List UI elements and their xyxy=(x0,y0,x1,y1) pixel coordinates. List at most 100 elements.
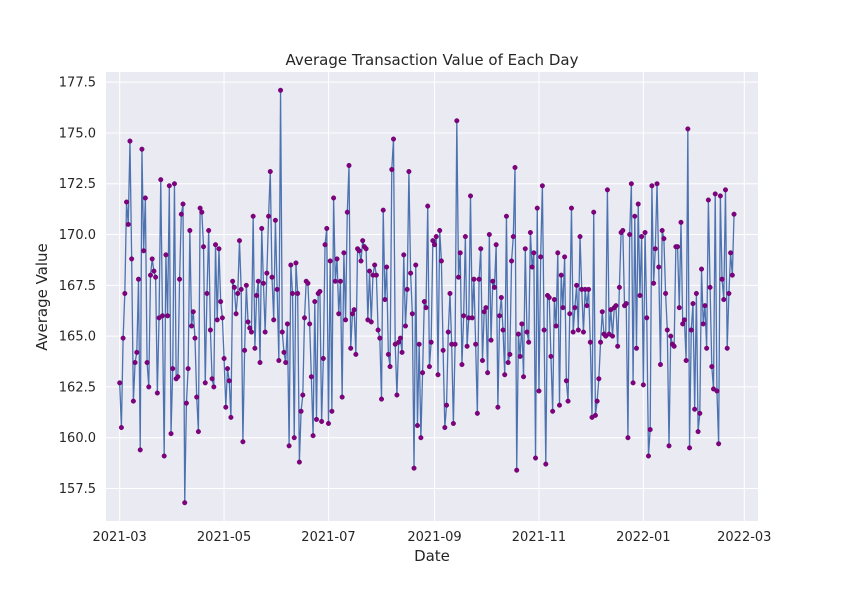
data-point xyxy=(500,327,506,333)
data-point xyxy=(291,435,297,441)
data-point xyxy=(344,209,350,215)
data-point xyxy=(363,246,369,252)
data-point xyxy=(226,378,232,384)
data-point xyxy=(187,227,193,233)
data-point xyxy=(418,435,424,441)
data-point xyxy=(224,366,230,372)
data-point xyxy=(587,339,593,345)
data-point xyxy=(688,327,694,333)
data-point xyxy=(452,341,458,347)
data-point xyxy=(346,162,352,168)
data-point xyxy=(488,337,494,343)
data-point xyxy=(189,323,195,329)
data-point xyxy=(517,353,523,359)
data-point xyxy=(421,299,427,305)
data-point xyxy=(577,234,583,240)
data-point xyxy=(260,280,266,286)
data-point xyxy=(146,384,152,390)
data-point xyxy=(221,355,227,361)
data-point xyxy=(192,335,198,341)
data-point xyxy=(647,427,653,433)
data-point xyxy=(159,313,165,319)
x-tick-label: 2021-09 xyxy=(407,530,461,545)
data-point xyxy=(254,292,260,298)
data-point xyxy=(320,355,326,361)
data-point xyxy=(272,217,278,223)
data-point xyxy=(533,455,539,461)
data-point xyxy=(548,353,554,359)
data-point xyxy=(575,327,581,333)
data-point xyxy=(262,329,268,335)
data-point xyxy=(524,329,530,335)
data-point xyxy=(219,315,225,321)
data-point xyxy=(678,219,684,225)
data-point xyxy=(474,410,480,416)
data-point xyxy=(356,248,362,254)
data-point xyxy=(124,199,130,205)
data-point xyxy=(368,319,374,325)
data-point xyxy=(147,272,153,278)
data-point xyxy=(130,398,136,404)
data-point xyxy=(288,262,294,268)
data-point xyxy=(351,307,357,313)
data-point xyxy=(336,311,342,317)
data-point xyxy=(483,305,489,311)
data-point xyxy=(245,319,251,325)
data-point xyxy=(423,305,429,311)
grid-lines xyxy=(106,72,758,521)
data-point xyxy=(527,229,533,235)
data-point xyxy=(341,250,347,256)
data-point xyxy=(298,408,304,414)
data-point xyxy=(171,181,177,187)
data-point xyxy=(471,276,477,282)
data-point xyxy=(416,341,422,347)
data-point xyxy=(671,343,677,349)
data-point xyxy=(151,268,157,274)
data-point xyxy=(252,345,258,351)
data-point xyxy=(243,282,249,288)
data-point xyxy=(570,329,576,335)
data-point xyxy=(615,343,621,349)
data-point xyxy=(149,256,155,262)
data-point xyxy=(259,225,265,231)
data-point xyxy=(194,394,200,400)
x-tick-label: 2021-05 xyxy=(197,530,251,545)
data-point xyxy=(731,211,737,217)
data-point xyxy=(348,345,354,351)
data-point xyxy=(337,278,343,284)
data-point xyxy=(120,335,126,341)
data-point xyxy=(567,311,573,317)
data-point xyxy=(358,258,364,264)
data-point xyxy=(122,290,128,296)
data-point xyxy=(692,406,698,412)
data-point xyxy=(286,443,292,449)
data-point xyxy=(204,290,210,296)
y-tick-label: 160.0 xyxy=(59,431,96,446)
data-point xyxy=(507,351,513,357)
data-point xyxy=(515,331,521,337)
data-point xyxy=(257,360,263,366)
data-point xyxy=(242,347,248,353)
y-axis-title: Average Value xyxy=(33,243,51,351)
data-point xyxy=(413,262,419,268)
data-point xyxy=(414,423,420,429)
data-point xyxy=(637,292,643,298)
data-point xyxy=(616,284,622,290)
data-point xyxy=(438,258,444,264)
data-point xyxy=(305,280,311,286)
y-tick-label: 175.0 xyxy=(59,126,96,141)
data-point xyxy=(635,201,641,207)
data-point xyxy=(379,396,385,402)
data-point xyxy=(702,303,708,309)
data-point xyxy=(154,390,160,396)
data-point xyxy=(529,264,535,270)
data-point xyxy=(521,374,527,380)
data-point xyxy=(209,376,215,382)
data-point xyxy=(132,360,138,366)
data-point xyxy=(539,183,545,189)
data-point xyxy=(213,242,219,248)
data-point xyxy=(594,398,600,404)
data-point xyxy=(546,295,552,301)
data-point xyxy=(293,260,299,266)
y-tick-label: 165.0 xyxy=(59,330,96,345)
